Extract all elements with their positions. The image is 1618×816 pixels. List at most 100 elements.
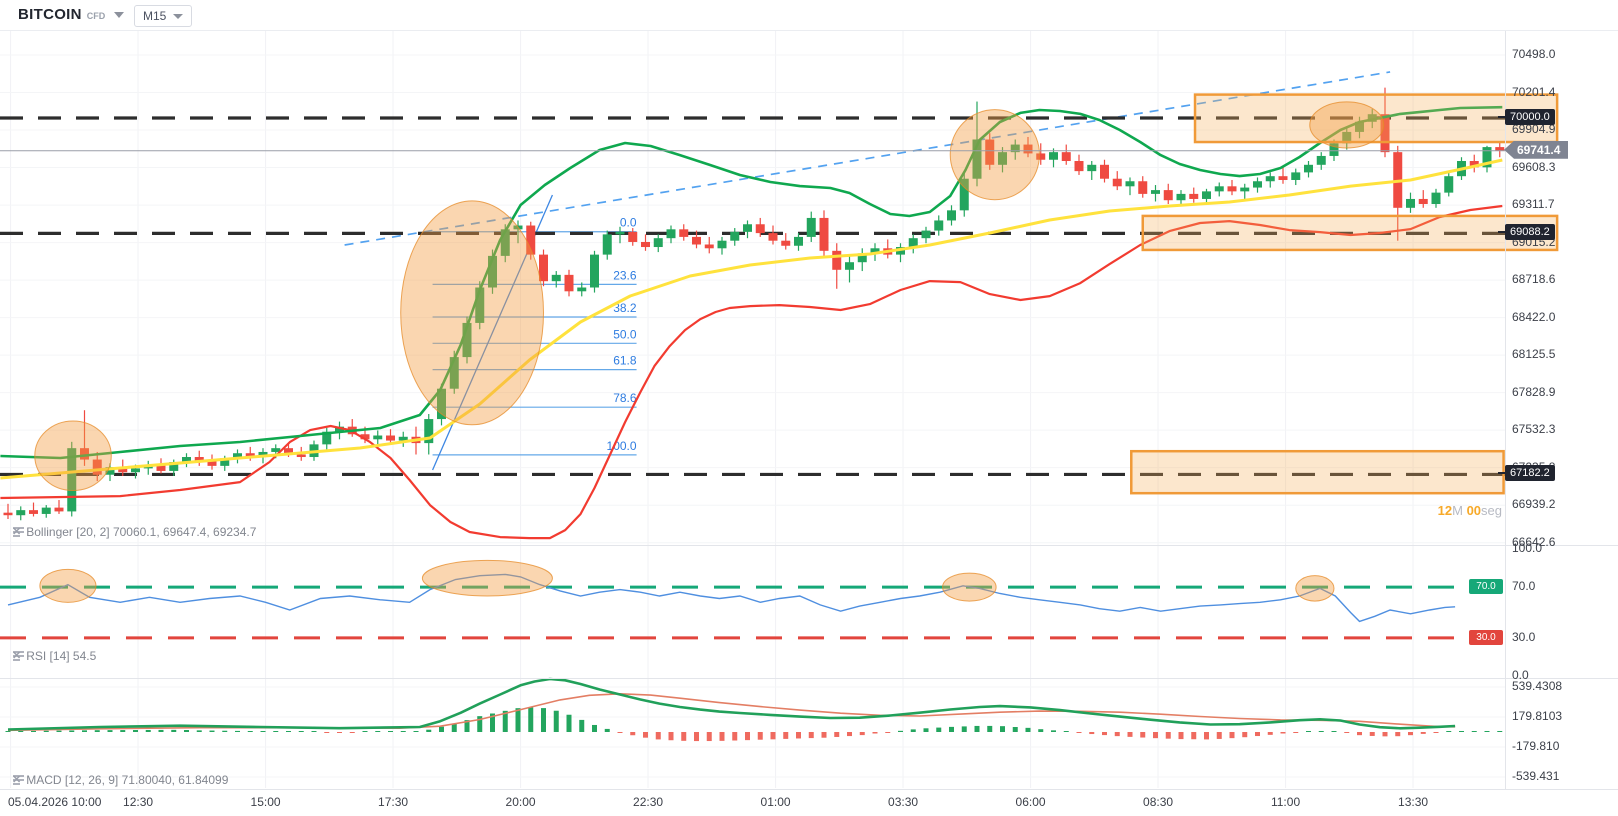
candle [437, 383, 446, 426]
macd-histogram-bar [770, 732, 776, 740]
macd-histogram-bar [1114, 732, 1120, 737]
macd-histogram-bar [592, 724, 597, 732]
macd-histogram-bar [1127, 732, 1133, 737]
candle [1189, 187, 1199, 203]
candle [398, 431, 408, 447]
candle-body [857, 253, 867, 263]
candle-body [1469, 161, 1479, 168]
rsi-highlight-ellipse[interactable] [39, 568, 97, 603]
candle-body [1202, 191, 1211, 199]
highlight-zone[interactable] [1130, 449, 1505, 495]
macd-histogram-bar [1178, 732, 1184, 740]
candle [628, 228, 638, 246]
candle [743, 220, 752, 239]
macd-histogram-bar [1025, 727, 1031, 732]
candle-body [1240, 187, 1250, 192]
candle-body [1380, 114, 1390, 153]
candle-body [768, 233, 778, 241]
macd-histogram-bar [1459, 731, 1464, 732]
candle [806, 211, 816, 242]
candle [1316, 152, 1326, 170]
candle [41, 505, 51, 518]
time-tick-label: 15:00 [250, 795, 281, 809]
highlight-zone[interactable] [1193, 93, 1559, 144]
candle [1151, 185, 1160, 202]
macd-histogram-bar [5, 731, 11, 732]
candle [641, 234, 650, 251]
macd-histogram-bar [1267, 732, 1273, 735]
time-tick-label: 06:00 [1015, 795, 1046, 809]
candle [1214, 182, 1224, 197]
macd-histogram-bar [745, 732, 750, 741]
candle [1138, 176, 1148, 198]
candle [908, 234, 918, 254]
chevron-down-icon [114, 11, 125, 18]
candle-body [207, 460, 217, 466]
macd-histogram-bar [94, 730, 100, 732]
candle-body [1304, 164, 1313, 173]
chevron-down-icon [173, 13, 184, 19]
candle [755, 217, 765, 237]
timeframe-selector[interactable]: M15 [134, 5, 193, 27]
price-alert-tag: 69088.2 [1498, 224, 1555, 241]
highlight-ellipse[interactable] [1309, 101, 1385, 149]
candle-body [1495, 147, 1505, 151]
candle [1163, 183, 1173, 205]
rsi-tick-label: 100.0 [1512, 541, 1543, 555]
bollinger-middle-line [0, 158, 1503, 480]
macd-histogram-bar [1382, 732, 1388, 737]
macd-histogram-bar [1204, 732, 1209, 740]
rsi-highlight-ellipse[interactable] [1295, 575, 1335, 602]
candle-body [54, 507, 64, 512]
highlight-zone[interactable] [1141, 214, 1559, 252]
candle [730, 228, 740, 246]
candle-body [156, 464, 166, 471]
candle-body [220, 458, 230, 466]
candle-body [590, 254, 599, 288]
highlight-ellipse[interactable] [400, 200, 545, 426]
rsi-indicator-row: ✕ RSI [14] 54.5 [12, 649, 96, 663]
candle-body [1151, 190, 1160, 194]
candle-body [717, 240, 727, 249]
highlight-ellipse[interactable] [34, 420, 112, 492]
candle-body [1444, 176, 1454, 193]
candle [1074, 154, 1084, 175]
macd-histogram-bar [18, 731, 24, 732]
candle [233, 449, 242, 464]
indicator-settings-icon[interactable] [12, 649, 25, 661]
macd-histogram-bar [1306, 731, 1311, 732]
candle [1023, 136, 1033, 158]
candle [67, 441, 77, 517]
price-alert-tag: 70000.0 [1498, 108, 1555, 125]
macd-histogram-bar [388, 731, 393, 732]
rsi-highlight-ellipse[interactable] [421, 559, 553, 597]
candle [653, 234, 663, 253]
rsi-label: RSI [14] 54.5 [26, 649, 97, 663]
macd-histogram-bar [1433, 732, 1439, 733]
symbol-selector[interactable]: BITCOIN CFD [18, 6, 125, 23]
candle-body [1227, 186, 1237, 192]
candle-body [870, 248, 880, 254]
macd-histogram-bar [566, 714, 572, 732]
indicator-settings-icon[interactable] [12, 773, 25, 785]
macd-histogram-bar [1191, 732, 1197, 740]
highlight-ellipse[interactable] [949, 109, 1040, 201]
rsi-highlight-ellipse[interactable] [942, 572, 997, 602]
indicator-settings-icon[interactable] [12, 525, 25, 537]
candle [768, 225, 778, 245]
price-tick-label: 67828.9 [1512, 384, 1556, 399]
macd-histogram-bar [528, 707, 534, 732]
fib-level-label: 38.2 [613, 301, 637, 315]
candle [1010, 139, 1020, 160]
macd-histogram-bar [1153, 732, 1158, 739]
macd-histogram-bar [987, 725, 993, 732]
trendline[interactable] [344, 71, 1391, 246]
candle [16, 506, 26, 521]
candle-body [1176, 193, 1186, 201]
candle [819, 210, 829, 259]
candle-body [730, 231, 740, 241]
candle [845, 255, 854, 283]
macd-histogram-bar [1446, 731, 1452, 732]
candle-body [602, 234, 612, 255]
